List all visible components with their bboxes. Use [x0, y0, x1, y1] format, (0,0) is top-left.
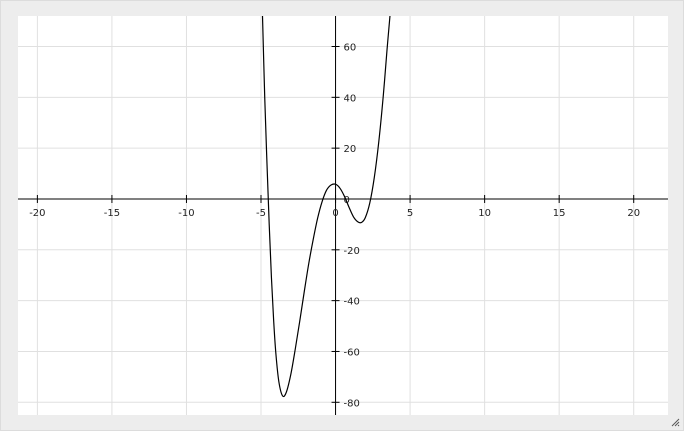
- plot-area[interactable]: -20 -15 -10 -5 0 5 10 15 20 60 40 20 0 -20 -40 -60 -80: [18, 16, 668, 415]
- x-ticks: -20 -15 -10 -5 0 5 10 15 20: [29, 194, 640, 219]
- x-tick-label: 15: [553, 208, 566, 219]
- x-tick-label: -20: [29, 208, 45, 219]
- function-curve: [261, 16, 391, 398]
- y-tick-label: 60: [344, 42, 357, 53]
- y-tick-label: -40: [344, 297, 360, 308]
- x-tick-label: 20: [627, 208, 640, 219]
- curves: [261, 16, 391, 398]
- function-plot[interactable]: -20 -15 -10 -5 0 5 10 15 20 60 40 20 0 -20 -40 -60 -80: [18, 16, 668, 415]
- y-tick-label: -20: [344, 246, 360, 257]
- x-tick-label: 0: [332, 208, 338, 219]
- y-tick-label: -80: [344, 398, 360, 409]
- y-tick-label: 40: [344, 93, 357, 104]
- x-tick-label: -5: [256, 208, 266, 219]
- resize-grip-icon[interactable]: [670, 417, 680, 427]
- x-tick-label: -15: [104, 208, 120, 219]
- y-tick-label: 20: [344, 144, 357, 155]
- y-tick-label: -60: [344, 347, 360, 358]
- x-tick-label: 10: [478, 208, 491, 219]
- x-tick-label: 5: [407, 208, 413, 219]
- x-tick-label: -10: [178, 208, 194, 219]
